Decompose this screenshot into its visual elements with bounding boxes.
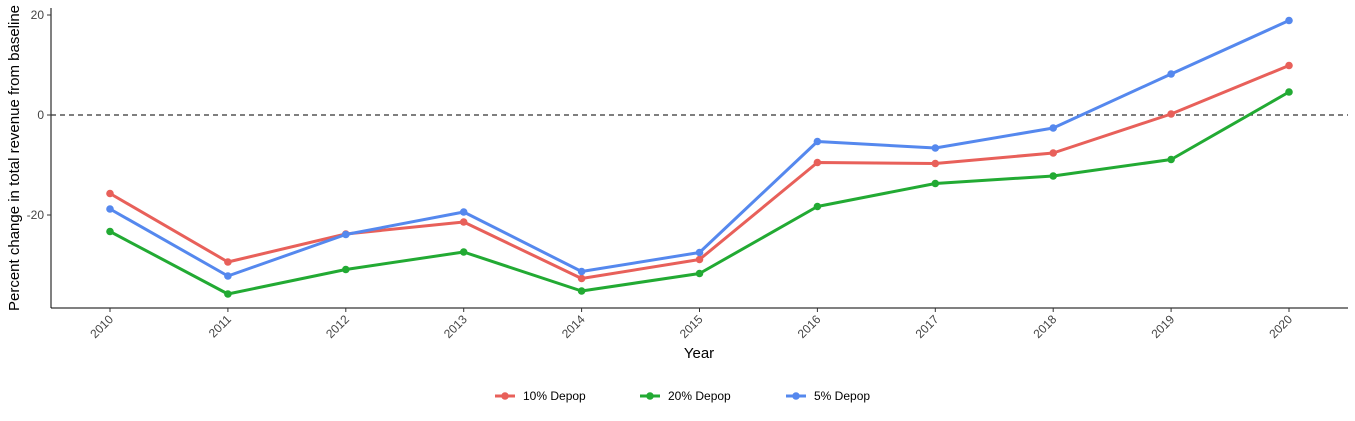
data-point <box>931 159 940 168</box>
x-axis-ticks: 2010 2011 2012 2013 2014 2015 2016 2017 2018 2019… <box>87 308 1295 341</box>
data-point <box>931 179 940 188</box>
data-point <box>224 272 232 280</box>
x-tick-label: 2016 <box>795 312 824 341</box>
series-line <box>109 90 1290 296</box>
legend-swatch-point <box>501 392 509 400</box>
x-tick-label: 2010 <box>87 312 116 341</box>
data-point <box>577 287 586 295</box>
data-point <box>695 255 704 264</box>
data-point <box>106 227 114 236</box>
y-tick-label: 0 <box>37 108 44 122</box>
legend-swatch-point <box>792 392 800 400</box>
data-point <box>813 202 822 211</box>
x-tick-label: 2019 <box>1148 312 1177 341</box>
data-point <box>224 258 232 266</box>
data-point <box>813 137 822 146</box>
data-point <box>1049 172 1057 180</box>
x-tick-label: 2017 <box>913 312 942 341</box>
x-tick-label: 2018 <box>1031 312 1060 341</box>
x-tick-label: 2011 <box>206 312 234 340</box>
data-point <box>1285 61 1293 70</box>
data-point <box>459 208 468 216</box>
data-point <box>577 274 586 283</box>
data-point <box>931 144 940 152</box>
data-point <box>1049 149 1057 157</box>
data-point <box>1285 16 1293 25</box>
legend-item: 5% Depop <box>786 389 870 403</box>
legend-label: 5% Depop <box>814 389 870 403</box>
x-tick-label: 2020 <box>1266 312 1295 341</box>
x-tick-label: 2012 <box>323 312 352 341</box>
legend-item: 10% Depop <box>495 389 586 403</box>
legend: 10% Depop 20% Depop 5% Depop <box>495 389 870 403</box>
y-axis-ticks: -20 0 20 <box>27 8 51 222</box>
series-line <box>109 64 1290 280</box>
data-point <box>106 189 114 198</box>
data-point <box>459 248 468 256</box>
y-axis-title: Percent change in total revenue from bas… <box>6 5 23 311</box>
series-line <box>109 19 1290 278</box>
data-point <box>813 158 822 167</box>
data-point <box>1167 110 1175 118</box>
data-point <box>1167 155 1175 164</box>
series-layer <box>106 16 1293 298</box>
data-point <box>1049 124 1057 132</box>
x-tick-label: 2014 <box>559 312 588 341</box>
data-point <box>695 248 704 257</box>
data-point <box>577 267 586 276</box>
legend-label: 20% Depop <box>668 389 731 403</box>
data-point <box>1285 88 1293 96</box>
series-2 <box>106 16 1293 280</box>
data-point <box>459 218 468 226</box>
data-point <box>695 269 704 278</box>
y-tick-label: 20 <box>31 8 45 22</box>
legend-swatch-point <box>646 392 654 400</box>
data-point <box>342 230 350 239</box>
x-tick-label: 2013 <box>441 312 470 341</box>
x-tick-label: 2015 <box>677 312 706 341</box>
series-1 <box>106 88 1293 298</box>
data-point <box>106 205 114 213</box>
x-axis-title: Year <box>684 345 714 362</box>
y-tick-label: -20 <box>27 208 45 222</box>
data-point <box>224 290 232 298</box>
legend-label: 10% Depop <box>523 389 586 403</box>
data-point <box>342 265 350 274</box>
legend-item: 20% Depop <box>640 389 731 403</box>
data-point <box>1167 70 1175 78</box>
